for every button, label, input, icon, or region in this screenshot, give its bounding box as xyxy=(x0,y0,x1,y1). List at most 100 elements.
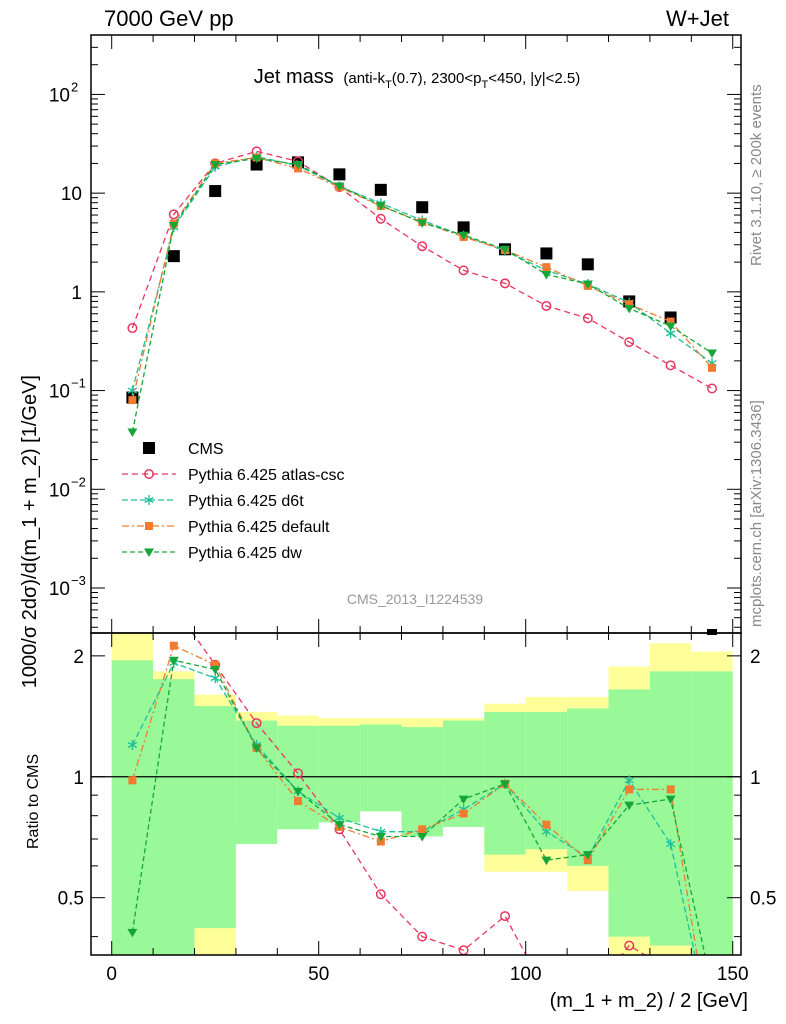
ratio-point xyxy=(459,809,468,818)
legend-entry: Pythia 6.425 atlas-csc xyxy=(122,467,345,484)
data-point xyxy=(127,428,138,438)
watermark: CMS_2013_I1224539 xyxy=(347,591,483,607)
data-point xyxy=(582,280,593,290)
legend-label: Pythia 6.425 atlas-csc xyxy=(188,467,345,484)
series-line xyxy=(131,150,713,390)
x-axis-label: (m_1 + m_2) / 2 [GeV] xyxy=(550,990,748,1012)
ratio-point xyxy=(500,911,511,922)
data-point xyxy=(168,222,179,231)
ratio-series-4 xyxy=(127,656,706,955)
data-point xyxy=(333,168,346,181)
data-point xyxy=(708,363,717,372)
ratio-frame xyxy=(90,632,742,956)
main-frame xyxy=(90,34,742,634)
ratio-point xyxy=(293,768,304,779)
ratio-point xyxy=(708,977,717,986)
data-point xyxy=(540,247,553,260)
data-point xyxy=(625,300,634,309)
series-line xyxy=(131,157,713,433)
band-inner xyxy=(194,706,236,929)
band-inner xyxy=(401,727,443,837)
data-point xyxy=(542,263,551,272)
series-0 xyxy=(126,156,677,404)
data-point xyxy=(374,183,387,196)
header-right: W+Jet xyxy=(666,6,729,31)
data-point xyxy=(500,278,511,289)
legend-entry: Pythia 6.425 d6t xyxy=(122,493,304,510)
data-point xyxy=(334,182,345,192)
y-tick-label: 10 xyxy=(49,579,70,600)
ratio-point xyxy=(625,785,634,794)
ratio-uncertainty-bands xyxy=(91,633,741,955)
ratio-point xyxy=(583,856,592,865)
ratio-point xyxy=(128,776,137,785)
y-tick-label-exponent: −3 xyxy=(71,573,86,588)
data-point xyxy=(417,241,428,252)
data-point xyxy=(665,322,676,332)
y-tick-label: 10 xyxy=(49,480,70,501)
ratio-point xyxy=(334,821,345,830)
data-point xyxy=(167,250,180,263)
data-point xyxy=(210,161,221,170)
ratio-point xyxy=(665,795,676,805)
series-4 xyxy=(127,154,718,438)
data-point xyxy=(250,158,263,171)
data-point xyxy=(624,304,635,314)
legend-marker xyxy=(144,469,154,479)
cms-offscale-point xyxy=(707,629,718,635)
band-inner xyxy=(111,660,154,955)
ratio-point xyxy=(624,775,634,786)
data-point xyxy=(500,245,511,255)
legend-marker xyxy=(143,442,155,454)
data-point xyxy=(375,201,386,211)
ratio-point xyxy=(375,833,386,842)
ratio-point xyxy=(458,795,469,805)
ratio-point xyxy=(128,492,137,501)
data-point xyxy=(581,258,594,271)
band-inner xyxy=(567,708,609,866)
data-point xyxy=(417,219,428,228)
band-inner xyxy=(649,671,692,946)
mcplots-label: mcplots.cern.ch [arXiv:1306.3436] xyxy=(748,400,765,627)
y-tick-label-exponent: 2 xyxy=(71,79,78,94)
band-inner xyxy=(153,679,195,955)
ratio-point xyxy=(170,603,179,612)
legend-label: Pythia 6.425 d6t xyxy=(188,493,304,510)
y-axis-label: 1000/σ 2dσ)/d(m_1 + m_2) [1/GeV] xyxy=(19,375,41,688)
ratio-point xyxy=(542,820,551,829)
data-point xyxy=(624,337,635,348)
ratio-point xyxy=(666,785,675,794)
ratio-point xyxy=(417,931,428,942)
data-point xyxy=(707,383,718,394)
ratio-point xyxy=(251,718,262,729)
main-series xyxy=(126,146,718,635)
data-point xyxy=(707,349,718,359)
ratio-tick-label-right: 0.5 xyxy=(750,889,776,910)
ratio-point xyxy=(665,839,676,850)
ratio-point xyxy=(666,966,675,975)
ratio-line xyxy=(191,633,647,955)
legend-label: CMS xyxy=(188,441,224,458)
ratio-tick-label-left: 0.5 xyxy=(58,889,84,910)
ratio-point xyxy=(210,665,221,675)
legend-entry: Pythia 6.425 default xyxy=(122,519,330,536)
ratio-y-axis-label: Ratio to CMS xyxy=(25,754,42,849)
data-point xyxy=(541,300,552,311)
x-tick-label: 150 xyxy=(717,964,749,985)
header-left: 7000 GeV pp xyxy=(104,6,234,31)
data-point xyxy=(541,270,552,280)
ratio-point xyxy=(127,739,138,750)
legend-marker xyxy=(144,495,154,505)
ratio-tick-label-right: 2 xyxy=(750,647,761,668)
y-tick-label-exponent: −1 xyxy=(71,376,86,391)
rivet-label: Rivet 3.1.10, ≥ 200k events xyxy=(748,84,765,266)
band-inner xyxy=(360,724,402,812)
ratio-point xyxy=(624,801,635,811)
x-tick-label: 50 xyxy=(308,964,329,985)
data-point xyxy=(665,360,676,371)
data-point xyxy=(128,396,137,405)
band-inner xyxy=(691,671,733,955)
data-point xyxy=(458,231,469,241)
